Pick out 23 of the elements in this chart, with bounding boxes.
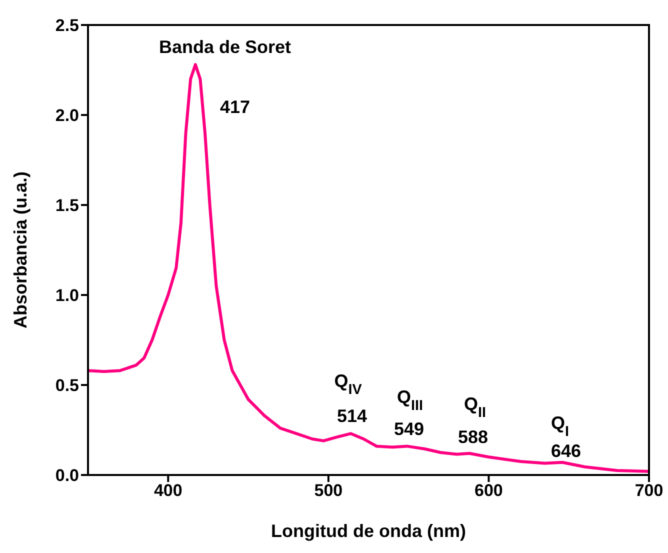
y-tick-label: 0.5 [55,376,79,396]
x-tick-label: 500 [314,481,343,500]
y-tick-label: 2.0 [55,106,79,126]
annotation: 514 [336,406,368,426]
y-tick-label: 1.0 [55,286,79,306]
annotation: Banda de Soret [158,36,292,57]
annotation: 646 [550,440,582,461]
annotation: Q$_{II}$ [464,394,486,421]
annotation: 588 [458,426,488,447]
annotation: 417 [220,96,250,117]
y-tick-label: 2.5 [55,16,79,36]
annotation: 549 [394,418,424,439]
annotation: Q$_{IV}$ [334,370,362,398]
x-tick-label: 600 [474,481,503,500]
x-tick-label: 400 [154,481,182,500]
x-tick-label: 700 [634,481,664,500]
line-series [88,63,649,473]
x-axis-title: Longitud de onda (nm) [271,521,466,541]
annotation: Q$_{III}$ [396,386,424,414]
y-axis-title: Absorbancia (u.a.) [10,171,30,329]
y-tick-label: 0.0 [55,466,79,486]
y-tick-label: 1.5 [55,196,79,216]
annotation: Q$_{I}$ [550,412,570,440]
